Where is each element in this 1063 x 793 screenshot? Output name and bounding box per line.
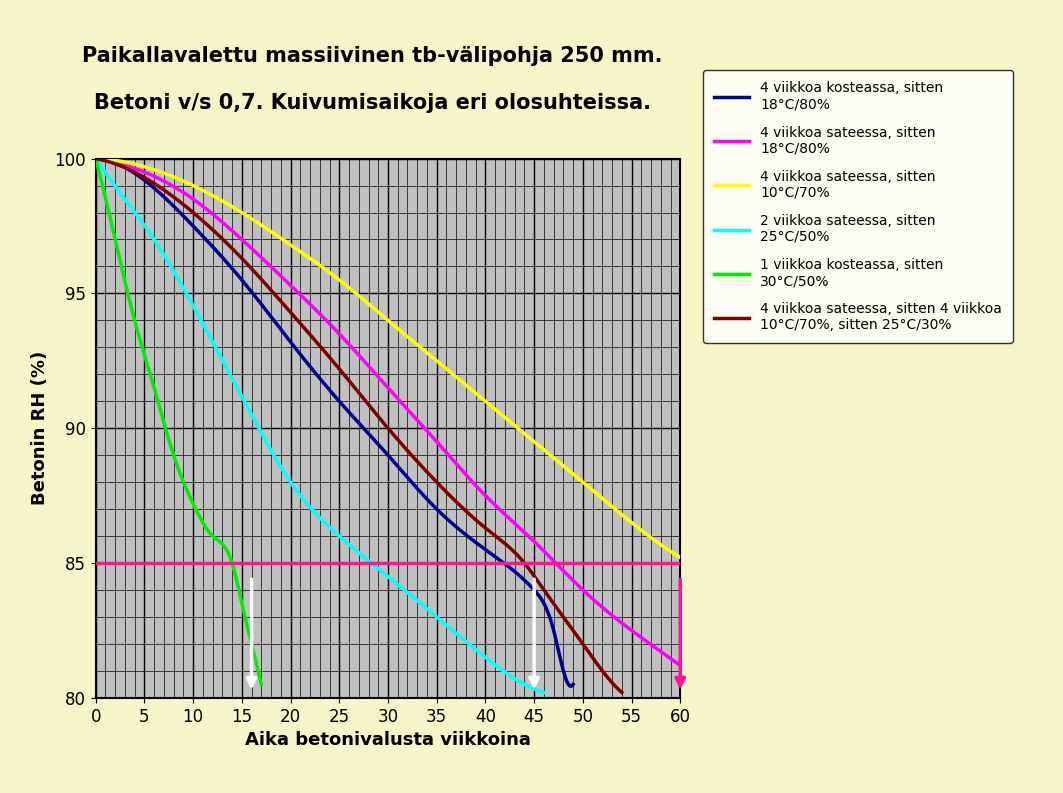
X-axis label: Aika betonivalusta viikkoina: Aika betonivalusta viikkoina <box>246 731 530 749</box>
Text: Betoni v/s 0,7. Kuivumisaikoja eri olosuhteissa.: Betoni v/s 0,7. Kuivumisaikoja eri olosu… <box>94 93 651 113</box>
Text: Paikallavalettu massiivinen tb-välipohja 250 mm.: Paikallavalettu massiivinen tb-välipohja… <box>82 45 662 66</box>
Y-axis label: Betonin RH (%): Betonin RH (%) <box>31 351 49 505</box>
Legend: 4 viikkoa kosteassa, sitten
18°C/80%, 4 viikkoa sateessa, sitten
18°C/80%, 4 vii: 4 viikkoa kosteassa, sitten 18°C/80%, 4 … <box>704 71 1013 343</box>
